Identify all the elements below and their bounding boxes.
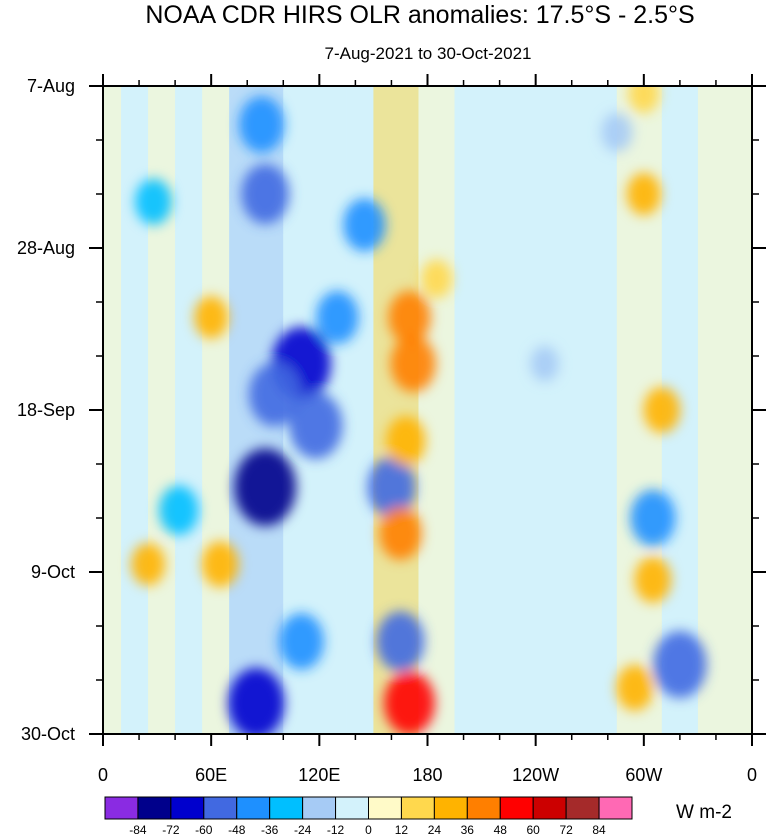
- colorbar-label: -24: [294, 823, 312, 835]
- colorbar-label: -72: [162, 823, 180, 835]
- anomaly-feature: [601, 112, 633, 152]
- chart-title: NOAA CDR HIRS OLR anomalies: 17.5°S - 2.…: [145, 1, 694, 29]
- colorbar-units: W m-2: [676, 802, 732, 823]
- anomaly-feature: [616, 664, 654, 711]
- colorbar-label: 24: [428, 823, 442, 835]
- anomaly-feature: [634, 556, 672, 603]
- colorbar-swatch: [269, 796, 304, 820]
- x-tick-label: 120W: [512, 765, 559, 785]
- colorbar-swatch: [104, 796, 139, 820]
- anomaly-feature: [630, 489, 676, 547]
- anomaly-feature: [131, 543, 166, 586]
- longitude-band: [103, 86, 122, 734]
- colorbar-label: 60: [527, 823, 541, 835]
- anomaly-feature: [158, 485, 199, 536]
- longitude-band: [418, 86, 455, 734]
- x-axis: 0 60E 120E 180 120W 60W 0: [98, 74, 757, 785]
- anomaly-feature: [388, 290, 431, 344]
- anomaly-feature: [379, 506, 422, 560]
- x-tick-label: 0: [98, 765, 108, 785]
- anomaly-feature: [390, 335, 436, 392]
- colorbar-label: 36: [461, 823, 475, 835]
- anomaly-feature: [530, 345, 559, 382]
- plot-area: [103, 86, 752, 734]
- chart-subtitle: 7-Aug-2021 to 30-Oct-2021: [325, 44, 532, 63]
- y-tick-label: 7-Aug: [27, 76, 75, 96]
- anomaly-feature: [384, 671, 435, 734]
- anomaly-feature: [288, 391, 343, 459]
- y-tick-label: 30-Oct: [21, 724, 75, 744]
- anomaly-feature: [241, 164, 290, 224]
- x-tick-label: 60E: [195, 765, 227, 785]
- x-tick-label: 120E: [298, 765, 340, 785]
- anomaly-feature: [239, 96, 285, 153]
- x-tick-label: 0: [747, 765, 757, 785]
- colorbar-label: 48: [494, 823, 508, 835]
- y-tick-label: 28-Aug: [17, 238, 75, 258]
- colorbar-label: -84: [129, 823, 147, 835]
- anomaly-feature: [201, 541, 239, 588]
- colorbar-swatch: [400, 796, 435, 820]
- anomaly-feature: [248, 362, 300, 427]
- anomaly-feature: [626, 172, 661, 216]
- anomaly-feature: [367, 457, 416, 518]
- anomaly-feature: [643, 387, 681, 433]
- anomaly-feature: [386, 416, 426, 466]
- x-tick-label: 180: [412, 765, 442, 785]
- longitude-band: [175, 86, 203, 734]
- longitude-band-layer: [103, 86, 752, 734]
- longitude-band: [346, 86, 374, 734]
- anomaly-feature: [420, 259, 453, 299]
- anomaly-feature: [234, 448, 297, 526]
- y-tick-label: 9-Oct: [31, 562, 75, 582]
- anomaly-feature: [628, 86, 660, 114]
- anomaly-feature: [343, 198, 386, 252]
- anomaly-feature-layer: [131, 86, 707, 734]
- anomaly-feature: [228, 667, 285, 734]
- colorbar-swatch: [565, 796, 600, 820]
- colorbar-label: 0: [365, 823, 372, 835]
- x-tick-label: 60W: [625, 765, 662, 785]
- y-axis: 7-Aug 28-Aug 18-Sep 9-Oct 30-Oct: [17, 76, 766, 744]
- colorbar-swatch: [137, 796, 172, 820]
- colorbar-swatch: [203, 796, 238, 820]
- colorbar-label: -12: [327, 823, 345, 835]
- anomaly-feature: [376, 611, 425, 672]
- y-tick-label: 18-Sep: [17, 400, 75, 420]
- anomaly-feature: [316, 290, 359, 344]
- colorbar-label: -36: [261, 823, 279, 835]
- longitude-band: [202, 86, 230, 734]
- colorbar-label: 72: [559, 823, 573, 835]
- colorbar-label: 12: [395, 823, 409, 835]
- colorbar-label: 84: [592, 823, 606, 835]
- colorbar-swatch: [236, 796, 271, 820]
- colorbar: -84 -72 -60 -48 -36 -24 -12 0 12 24 36 48 60 72 84: [104, 796, 633, 835]
- longitude-band: [454, 86, 617, 734]
- colorbar-swatch: [466, 796, 501, 820]
- anomaly-feature: [278, 613, 324, 670]
- colorbar-swatch: [532, 796, 567, 820]
- colorbar-swatch: [433, 796, 468, 820]
- anomaly-feature: [653, 631, 707, 699]
- colorbar-label: -60: [195, 823, 213, 835]
- colorbar-swatch: [368, 796, 402, 820]
- colorbar-swatch: [302, 796, 337, 820]
- colorbar-swatch: [170, 796, 205, 820]
- colorbar-swatch: [598, 796, 633, 820]
- colorbar-swatch: [335, 796, 369, 820]
- longitude-band: [697, 86, 752, 734]
- anomaly-feature: [194, 296, 229, 339]
- colorbar-swatch: [499, 796, 534, 820]
- colorbar-label: -48: [228, 823, 246, 835]
- anomaly-feature: [135, 178, 172, 225]
